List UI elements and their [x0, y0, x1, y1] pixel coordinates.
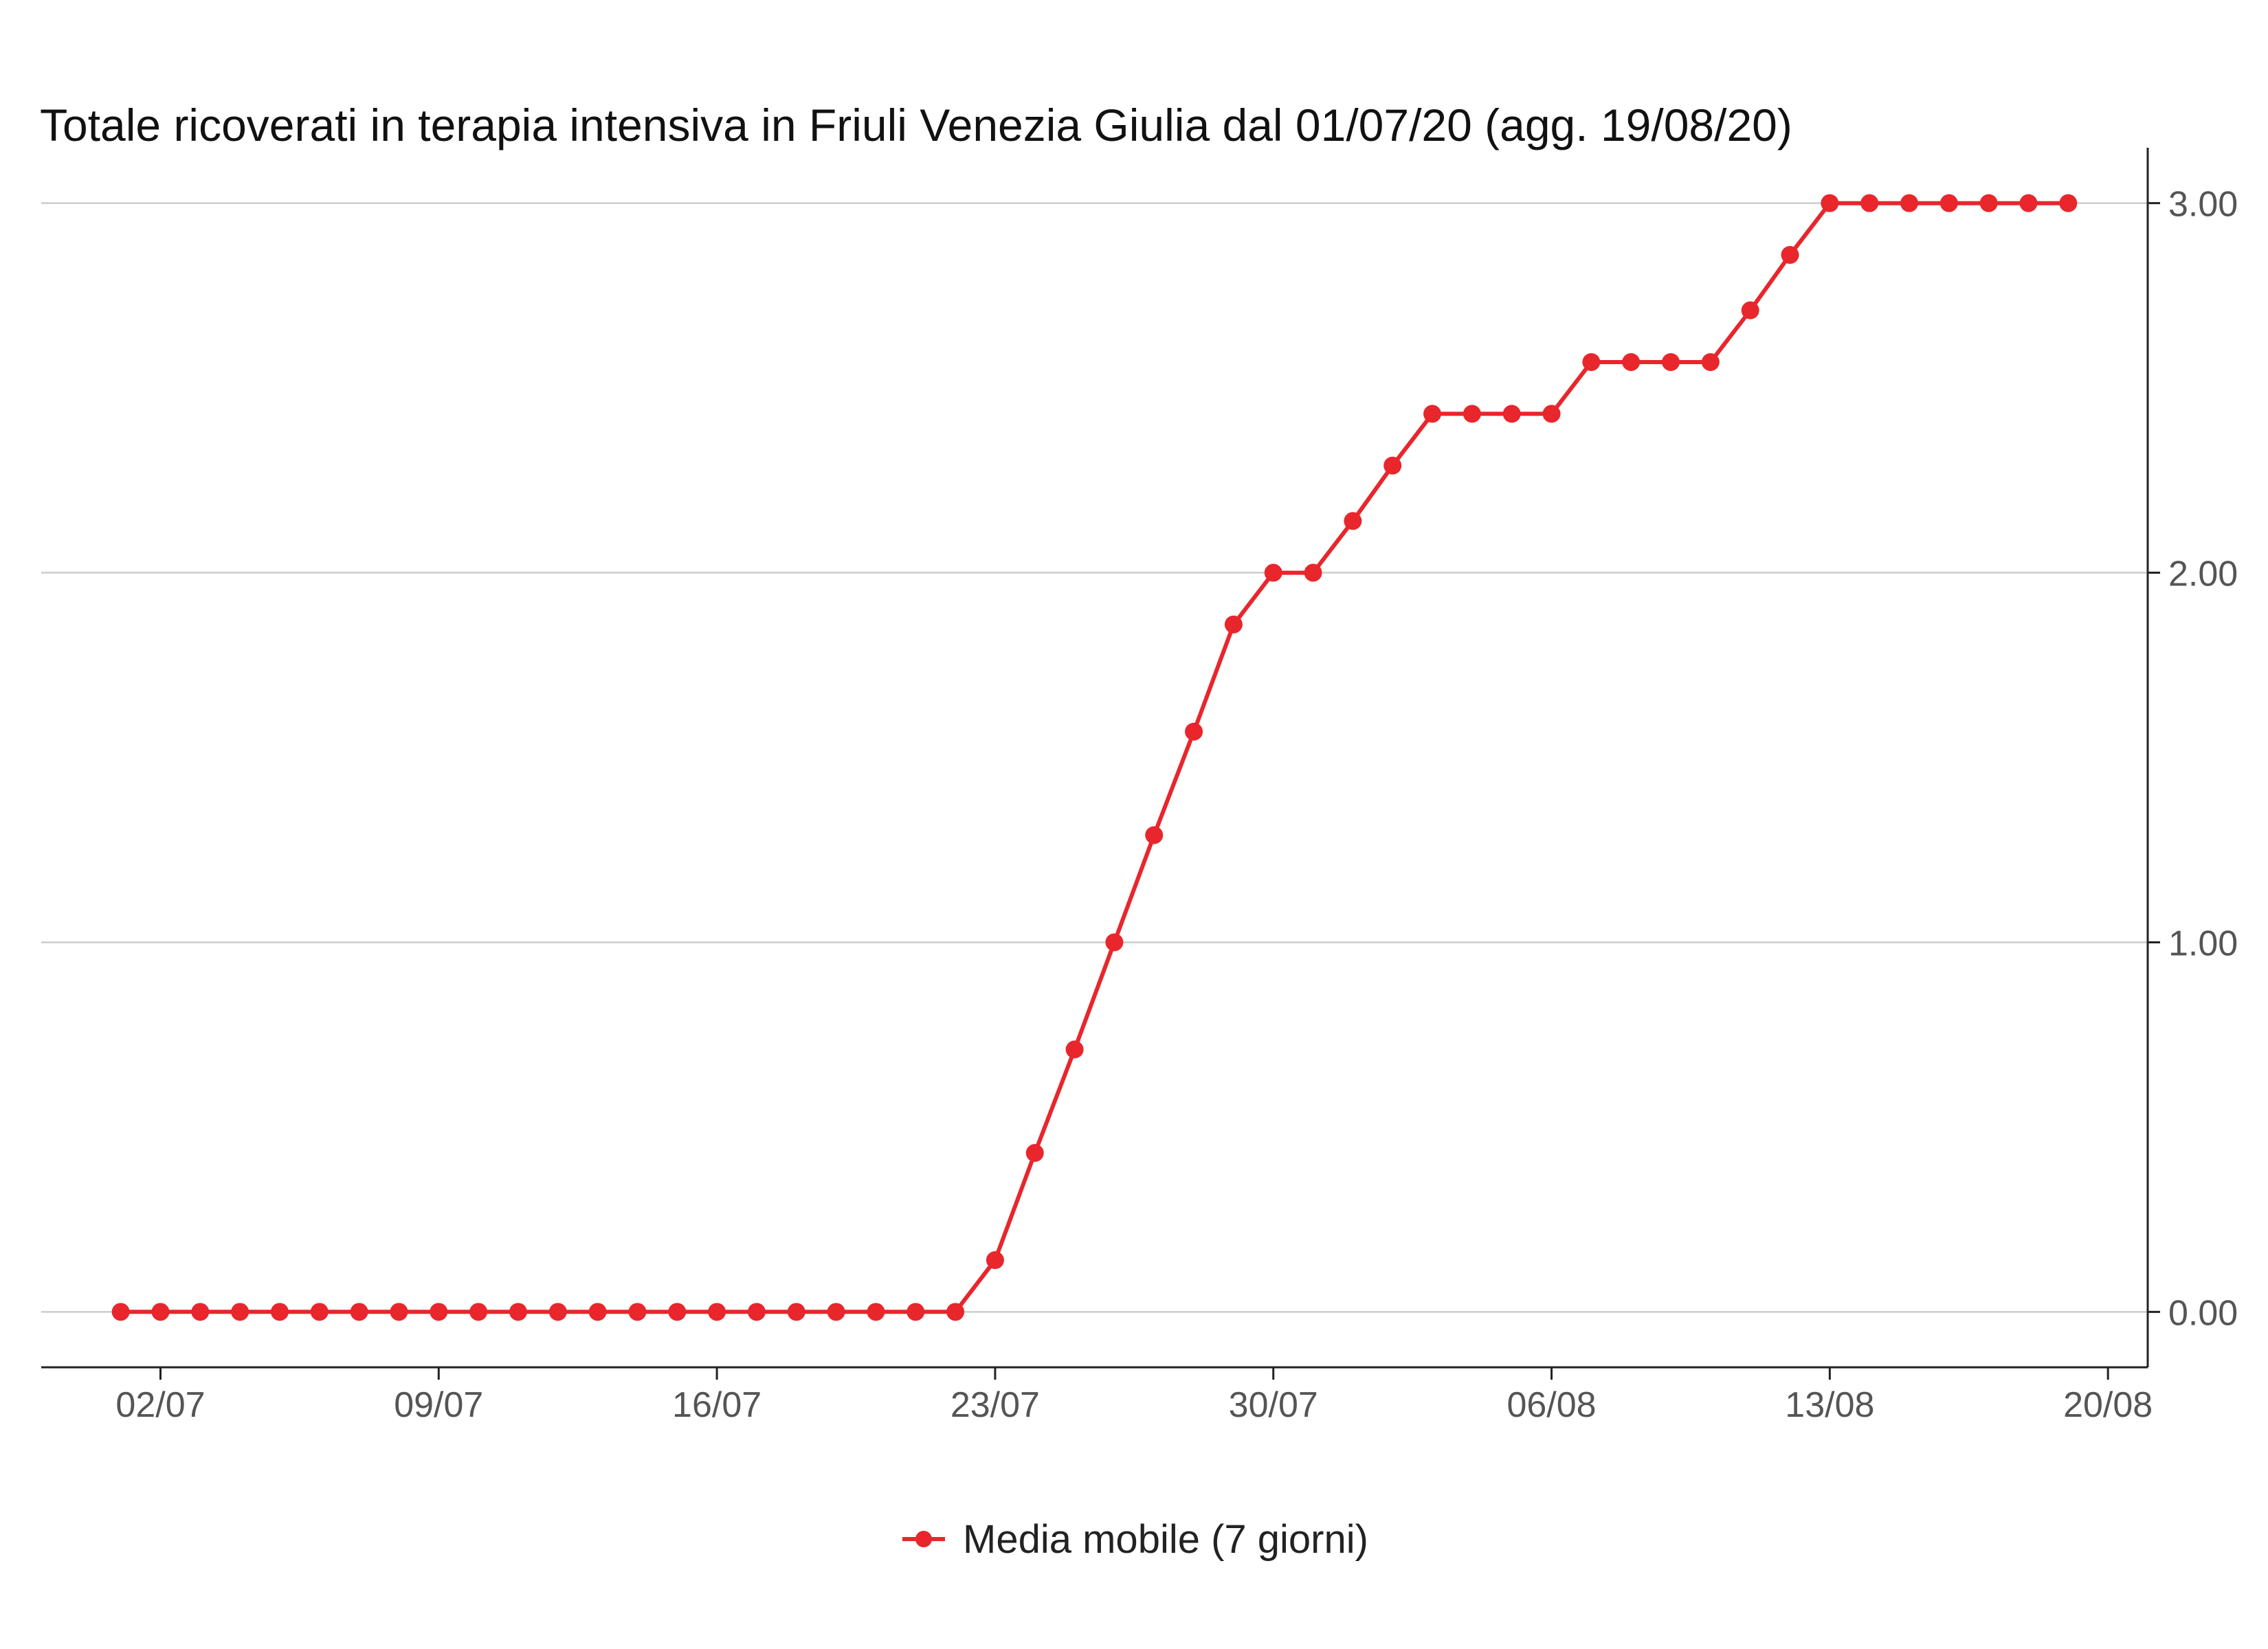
x-tick-label: 30/07 [1229, 1385, 1318, 1425]
data-point [827, 1303, 845, 1321]
legend-label: Media mobile (7 giorni) [963, 1516, 1368, 1562]
data-point [1185, 722, 1203, 741]
series-line [120, 201, 2069, 1314]
data-point [1662, 352, 1680, 371]
data-point [270, 1303, 289, 1321]
data-point [1423, 405, 1442, 423]
series-layer [111, 194, 2078, 1321]
data-point [1582, 352, 1601, 371]
data-point [151, 1303, 170, 1321]
data-point [708, 1303, 726, 1321]
chart-title: Totale ricoverati in terapia intensiva i… [40, 100, 1792, 151]
data-point [1463, 405, 1481, 423]
data-point [1542, 405, 1561, 423]
data-point [1502, 405, 1521, 423]
data-point [946, 1303, 965, 1321]
data-point [867, 1303, 885, 1321]
data-point [668, 1303, 687, 1321]
data-point [2059, 194, 2078, 212]
data-point [1622, 352, 1641, 371]
x-tick-label: 20/08 [2063, 1385, 2153, 1425]
data-point [548, 1303, 567, 1321]
data-point [1781, 245, 1799, 264]
data-point [350, 1303, 368, 1321]
data-point [231, 1303, 249, 1321]
x-tick-label: 16/07 [672, 1385, 761, 1425]
data-point [907, 1303, 925, 1321]
data-point [1025, 1144, 1044, 1163]
data-point [588, 1303, 607, 1321]
data-point [1145, 826, 1164, 844]
data-point [1105, 933, 1124, 952]
data-point [628, 1303, 647, 1321]
legend: Media mobile (7 giorni) [0, 1508, 2268, 1570]
x-tick-label: 13/08 [1785, 1385, 1874, 1425]
data-point [1344, 512, 1362, 530]
data-point [1939, 194, 1958, 212]
y-tick-label: 0.00 [2168, 1293, 2238, 1333]
grid-lines [41, 202, 2148, 1313]
data-point [509, 1303, 527, 1321]
data-point [469, 1303, 488, 1321]
x-tick-label: 09/07 [394, 1385, 483, 1425]
data-point [111, 1303, 130, 1321]
y-tick-label: 1.00 [2168, 923, 2238, 963]
data-point [1065, 1040, 1084, 1059]
data-point [1741, 301, 1759, 319]
data-point [430, 1303, 448, 1321]
x-tick-label: 06/08 [1507, 1385, 1596, 1425]
x-tick-label: 02/07 [115, 1385, 205, 1425]
data-point [1701, 352, 1720, 371]
x-tick-label: 23/07 [950, 1385, 1040, 1425]
data-point [191, 1303, 210, 1321]
y-tick-label: 2.00 [2168, 554, 2238, 594]
data-point [1860, 194, 1879, 212]
data-point [1264, 563, 1282, 582]
data-point [1383, 456, 1402, 475]
data-point [310, 1303, 329, 1321]
data-point [986, 1251, 1004, 1270]
data-point [1821, 194, 1839, 212]
axes: 0.00 1.00 2.00 3.00 02/07 09/07 16/07 23/07 30/0… [41, 148, 2238, 1425]
data-point [747, 1303, 766, 1321]
legend-key-icon [902, 1531, 946, 1547]
data-point [1900, 194, 1919, 212]
data-point [1979, 194, 1998, 212]
data-point [1304, 563, 1322, 582]
y-tick-label: 3.00 [2168, 185, 2238, 225]
data-point [1224, 615, 1243, 633]
data-point [390, 1303, 408, 1321]
data-point [787, 1303, 805, 1321]
data-point [2019, 194, 2038, 212]
